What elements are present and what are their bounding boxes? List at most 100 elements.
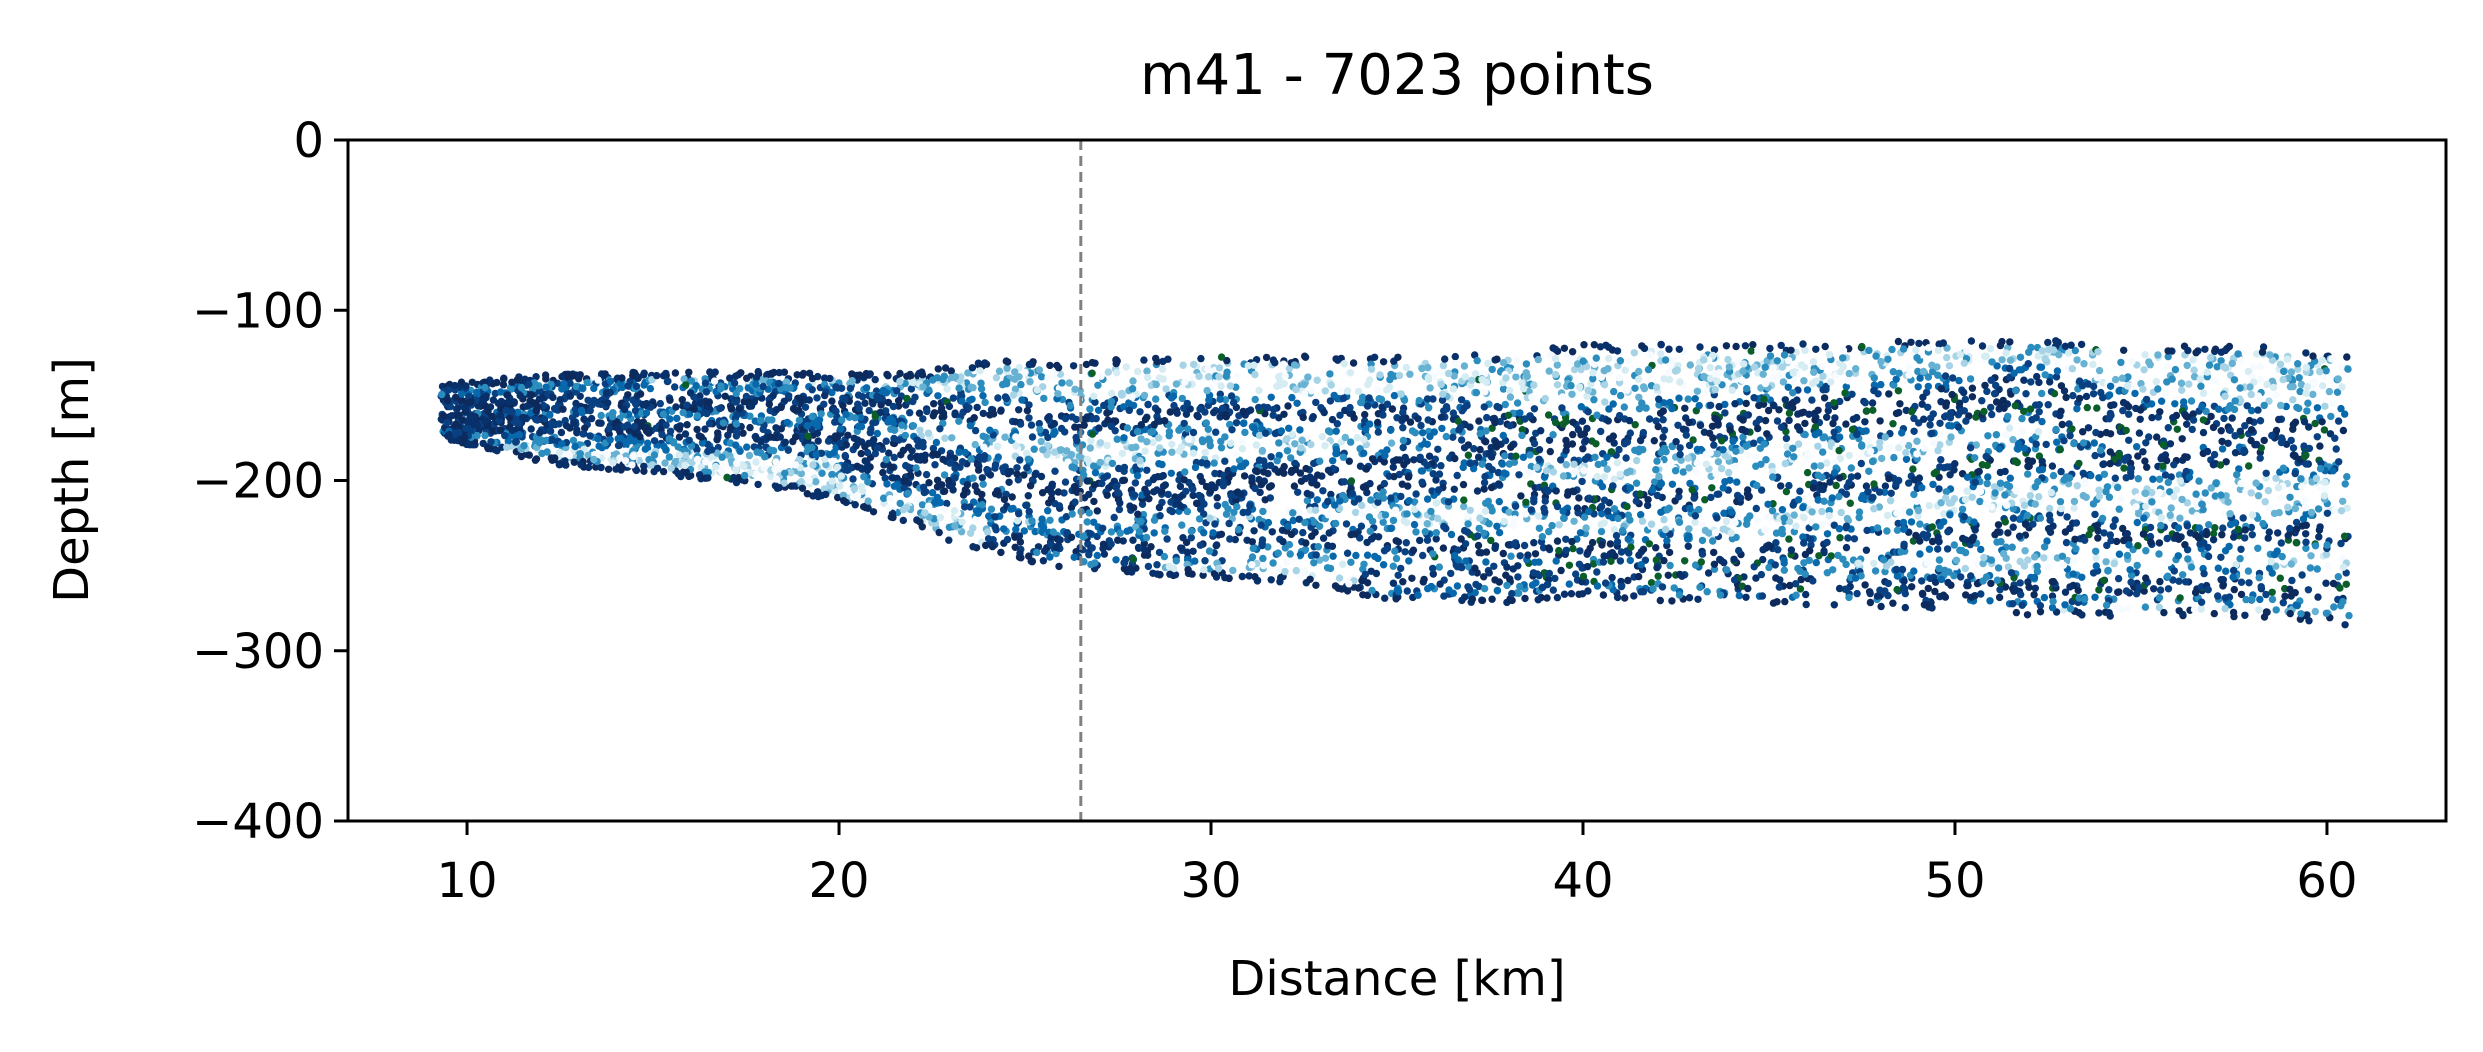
data-point xyxy=(1562,351,1570,359)
data-point xyxy=(1297,444,1305,452)
data-point xyxy=(1198,436,1207,444)
data-point xyxy=(1238,438,1246,446)
data-point xyxy=(2237,578,2246,586)
data-point xyxy=(2170,461,2178,469)
data-point xyxy=(1754,424,1762,433)
data-point xyxy=(1246,502,1254,510)
data-point xyxy=(2131,389,2139,398)
data-point xyxy=(584,396,592,404)
data-point xyxy=(1298,436,1306,444)
data-point xyxy=(1500,517,1508,526)
data-point xyxy=(1276,381,1285,389)
data-point xyxy=(1635,393,1643,401)
data-point xyxy=(2241,611,2249,619)
data-point xyxy=(1570,487,1578,496)
data-point xyxy=(1950,541,1959,549)
data-point xyxy=(2143,463,2151,471)
data-point xyxy=(2073,405,2081,413)
data-point xyxy=(1896,400,1904,408)
data-point xyxy=(1631,421,1639,429)
data-point xyxy=(1217,382,1225,390)
data-point xyxy=(869,400,877,408)
data-point xyxy=(1704,569,1713,577)
data-point xyxy=(1091,559,1099,567)
data-point xyxy=(1474,541,1483,550)
data-point xyxy=(1429,550,1437,558)
data-point xyxy=(2254,544,2262,552)
data-point xyxy=(1170,401,1178,410)
data-point xyxy=(2125,410,2133,418)
data-point xyxy=(2338,383,2346,391)
data-point xyxy=(1533,463,1541,472)
data-point xyxy=(1112,556,1120,564)
data-point xyxy=(1599,591,1608,599)
data-point xyxy=(1908,583,1916,591)
data-point xyxy=(1706,401,1715,409)
data-point xyxy=(757,437,765,446)
data-point xyxy=(1521,594,1529,603)
data-point xyxy=(798,371,807,379)
data-point xyxy=(1018,396,1026,404)
data-point xyxy=(1430,428,1439,436)
data-point xyxy=(1910,427,1918,435)
data-point xyxy=(1913,437,1921,445)
data-point xyxy=(1204,401,1213,410)
data-point xyxy=(2185,473,2194,481)
data-point xyxy=(2289,444,2298,452)
data-point xyxy=(752,458,760,466)
data-point xyxy=(1450,485,1459,493)
data-point xyxy=(841,451,849,460)
data-point xyxy=(1698,521,1706,529)
data-point xyxy=(765,400,773,408)
data-point xyxy=(1541,508,1549,516)
data-point xyxy=(2175,577,2183,585)
data-point xyxy=(2224,405,2232,413)
data-point xyxy=(1307,440,1315,449)
data-point xyxy=(1008,493,1016,501)
data-point xyxy=(1925,545,1934,553)
data-point xyxy=(1419,578,1428,586)
data-point xyxy=(2152,377,2160,386)
data-point xyxy=(1233,372,1242,380)
data-point xyxy=(1235,456,1244,464)
data-point xyxy=(1339,560,1347,568)
data-point xyxy=(724,431,732,439)
data-point xyxy=(861,443,869,451)
data-point xyxy=(1459,480,1468,489)
data-point xyxy=(2279,599,2287,607)
data-point xyxy=(2164,347,2172,355)
data-point xyxy=(1664,571,1673,579)
data-point xyxy=(2041,355,2050,363)
data-point xyxy=(1435,563,1444,571)
data-point xyxy=(452,420,460,428)
data-point xyxy=(1914,506,1923,515)
data-point xyxy=(1642,404,1650,412)
data-point xyxy=(1088,430,1097,438)
data-point xyxy=(2289,382,2297,391)
data-point xyxy=(555,448,564,456)
data-point xyxy=(1397,492,1405,501)
data-point xyxy=(896,499,904,508)
data-point xyxy=(853,462,861,470)
data-point xyxy=(1453,582,1462,590)
data-point xyxy=(1198,477,1206,486)
data-point xyxy=(2267,558,2275,566)
data-point xyxy=(2171,365,2180,374)
data-point xyxy=(1182,410,1191,418)
data-point xyxy=(1777,482,1785,490)
data-point xyxy=(1576,547,1584,555)
data-point xyxy=(1644,365,1653,374)
data-point xyxy=(2314,593,2322,601)
data-point xyxy=(1560,344,1569,352)
data-point xyxy=(1131,479,1140,487)
data-point xyxy=(1738,376,1746,384)
data-point xyxy=(1918,589,1927,598)
data-point xyxy=(1626,429,1635,437)
data-point xyxy=(2167,504,2175,512)
data-point xyxy=(2176,594,2184,602)
data-point xyxy=(2134,493,2142,501)
data-point xyxy=(980,443,988,451)
data-point xyxy=(2342,580,2350,588)
data-point xyxy=(2155,475,2164,483)
data-point xyxy=(1625,357,1633,365)
